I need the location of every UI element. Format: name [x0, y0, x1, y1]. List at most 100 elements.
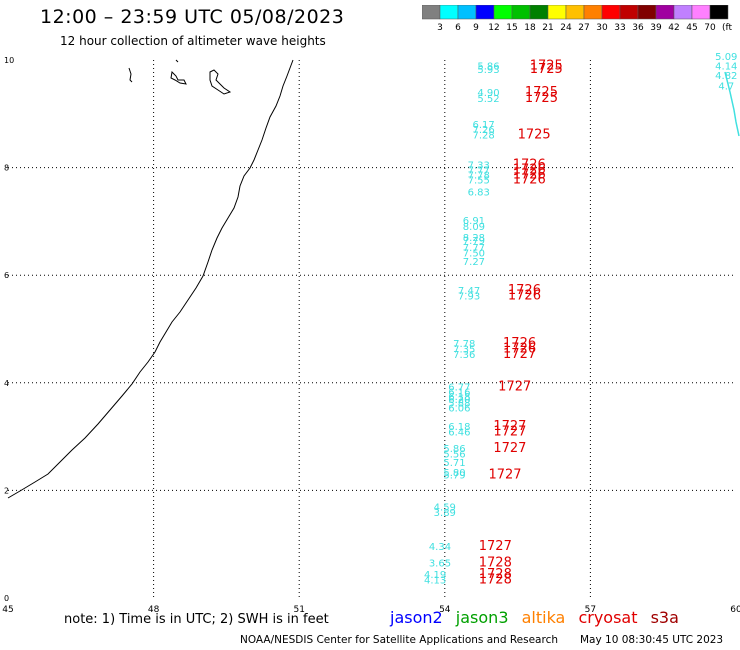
- time-label: 1727: [488, 468, 521, 483]
- satellite-jason2: jason2: [390, 608, 443, 627]
- wave-height-label: 5.52: [477, 94, 499, 105]
- time-label: 1727: [498, 379, 531, 394]
- wave-height-label: 7.26: [472, 125, 494, 136]
- wave-height-label: 6.20: [448, 395, 470, 406]
- time-label: 1726: [508, 283, 541, 298]
- wave-height-label: 6.83: [468, 188, 490, 199]
- time-label: 1727: [503, 347, 536, 362]
- x-tick-label: 54: [439, 605, 451, 615]
- wave-height-label: 7.78: [468, 170, 490, 181]
- satellite-s3a: s3a: [650, 608, 679, 627]
- colorbar-label: 45: [686, 23, 697, 33]
- colorbar-label: 21: [542, 23, 553, 33]
- satellite-jason3: jason3: [455, 608, 509, 627]
- island-2: [170, 59, 187, 85]
- wave-height-label: 7.27: [463, 257, 485, 268]
- wave-height-label: 4.19: [424, 570, 446, 581]
- time-labels: 1725172517251725172517261726172617261726…: [479, 59, 563, 588]
- wave-height-label: 5.86: [477, 62, 499, 73]
- wave-height-label: 7.35: [453, 345, 475, 356]
- time-label: 1728: [479, 567, 512, 582]
- wave-height-label: 6.06: [448, 403, 470, 414]
- coastline-path: [7, 59, 294, 499]
- wave-height-label: 6.16: [448, 388, 470, 399]
- wave-height-label: 4.82: [715, 71, 737, 82]
- time-label: 1725: [525, 85, 558, 100]
- time-label: 1725: [518, 128, 551, 143]
- wave-height-label: 6.18: [448, 422, 470, 433]
- time-label: 1728: [479, 555, 512, 570]
- track-path-east: [724, 71, 740, 137]
- grid-lines: [8, 60, 736, 598]
- satellite-track: [724, 71, 740, 137]
- time-label: 1726: [513, 167, 546, 182]
- time-label: 1725: [525, 91, 558, 106]
- wave-height-label: 7.77: [468, 166, 490, 177]
- colorbar-unit: (ft): [722, 23, 732, 33]
- y-tick-label: 6: [4, 271, 9, 280]
- wave-height-label: 4.7: [718, 82, 734, 93]
- chart-subtitle: 12 hour collection of altimeter wave hei…: [60, 34, 326, 48]
- wave-height-label: 5.86: [443, 444, 465, 455]
- satellite-altika: altika: [521, 608, 566, 627]
- credit-line: NOAA/NESDIS Center for Satellite Applica…: [240, 634, 558, 646]
- colorbar-label: 42: [668, 23, 679, 33]
- time-label: 1728: [479, 572, 512, 587]
- x-tick-label: 48: [148, 605, 160, 615]
- wave-height-label: 7.50: [463, 248, 485, 259]
- colorbar-label: 33: [614, 23, 625, 33]
- wave-height-label: 7.28: [472, 131, 494, 142]
- wave-height-label: 3.89: [434, 508, 456, 519]
- wave-height-label: 5.88: [448, 398, 470, 409]
- time-label: 1726: [503, 336, 536, 351]
- wave-height-label: 6.17: [472, 120, 494, 131]
- y-tick-label: 4: [4, 379, 9, 388]
- colorbar-label: 6: [455, 23, 461, 33]
- time-label: 1727: [493, 441, 526, 456]
- colorbar-label: 39: [650, 23, 662, 33]
- wave-height-label: 4.59: [434, 502, 456, 513]
- colorbar-label: 9: [473, 23, 479, 33]
- time-label: 1726: [513, 173, 546, 188]
- y-tick-label: 0: [4, 594, 9, 603]
- y-tick-label: 10: [4, 56, 14, 65]
- time-label: 1727: [493, 425, 526, 440]
- colorbar-label: 24: [560, 23, 572, 33]
- wave-height-label: 6.18: [448, 392, 470, 403]
- y-tick-label: 2: [4, 486, 9, 495]
- wave-height-label: 7.33: [468, 161, 490, 172]
- wave-height-label: 6.91: [463, 216, 485, 227]
- wave-height-label: 5.80: [443, 468, 465, 479]
- x-tick-label: 45: [2, 605, 13, 615]
- wave-height-label: 4.13: [424, 575, 446, 586]
- wave-height-label: 7.77: [463, 243, 485, 254]
- x-tick-label: 57: [585, 605, 596, 615]
- time-label: 1725: [530, 59, 563, 74]
- island-3: [209, 69, 232, 95]
- wave-height-label: 4.34: [429, 542, 451, 553]
- footer-note: note: 1) Time is in UTC; 2) SWH is in fe…: [64, 612, 329, 627]
- x-tick-label: 51: [293, 605, 304, 615]
- wave-height-labels: 5.865.934.905.526.177.267.287.337.777.78…: [424, 52, 737, 586]
- time-label: 1726: [503, 342, 536, 357]
- time-label: 1727: [479, 539, 512, 554]
- wave-height-label: 5.09: [715, 52, 737, 63]
- chart-title: 12:00 – 23:59 UTC 05/08/2023: [40, 6, 345, 28]
- wave-height-label: 5.79: [443, 471, 465, 482]
- colorbar-label: 15: [506, 23, 517, 33]
- wave-height-label: 5.71: [443, 458, 465, 469]
- wave-height-label: 4.90: [477, 88, 499, 99]
- coastline: [7, 59, 294, 499]
- island-1: [128, 67, 133, 83]
- wave-height-label: 3.65: [429, 558, 451, 569]
- time-label: 1726: [508, 288, 541, 303]
- colorbar-label: 18: [524, 23, 536, 33]
- time-label: 1725: [530, 62, 563, 77]
- wave-height-label: 7.79: [463, 236, 485, 247]
- wave-height-label: 8.28: [463, 233, 485, 244]
- colorbar-label: 12: [488, 23, 499, 33]
- wave-height-label: 5.93: [477, 65, 499, 76]
- time-label: 1726: [513, 158, 546, 173]
